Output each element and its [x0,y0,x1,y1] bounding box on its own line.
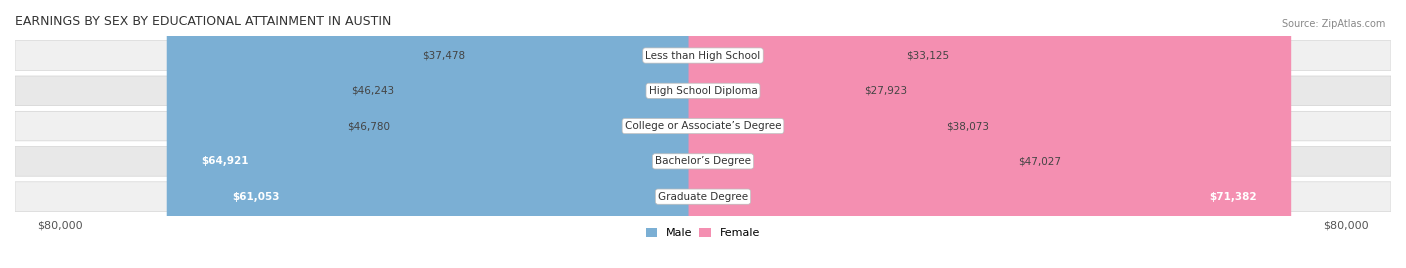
Text: $38,073: $38,073 [946,121,988,131]
Text: $46,780: $46,780 [347,121,389,131]
Text: $37,478: $37,478 [422,50,465,61]
Text: Graduate Degree: Graduate Degree [658,192,748,202]
Text: $46,243: $46,243 [352,86,395,96]
FancyBboxPatch shape [167,0,717,268]
FancyBboxPatch shape [15,147,1391,176]
Text: $64,921: $64,921 [201,156,249,166]
FancyBboxPatch shape [198,0,717,268]
FancyBboxPatch shape [689,0,942,268]
Legend: Male, Female: Male, Female [641,224,765,243]
FancyBboxPatch shape [15,76,1391,106]
Text: Source: ZipAtlas.com: Source: ZipAtlas.com [1281,19,1385,29]
Text: $61,053: $61,053 [232,192,280,202]
FancyBboxPatch shape [689,0,1291,268]
FancyBboxPatch shape [689,0,1024,268]
FancyBboxPatch shape [15,111,1391,141]
Text: EARNINGS BY SEX BY EDUCATIONAL ATTAINMENT IN AUSTIN: EARNINGS BY SEX BY EDUCATIONAL ATTAINMEN… [15,15,391,28]
Text: Bachelor’s Degree: Bachelor’s Degree [655,156,751,166]
FancyBboxPatch shape [689,0,984,268]
FancyBboxPatch shape [387,0,717,268]
Text: High School Diploma: High School Diploma [648,86,758,96]
FancyBboxPatch shape [15,182,1391,211]
Text: College or Associate’s Degree: College or Associate’s Degree [624,121,782,131]
Text: $27,923: $27,923 [865,86,907,96]
FancyBboxPatch shape [316,0,717,268]
FancyBboxPatch shape [689,0,1095,268]
Text: $47,027: $47,027 [1018,156,1062,166]
Text: $33,125: $33,125 [905,50,949,61]
FancyBboxPatch shape [312,0,717,268]
FancyBboxPatch shape [15,41,1391,70]
Text: $71,382: $71,382 [1209,192,1257,202]
Text: Less than High School: Less than High School [645,50,761,61]
